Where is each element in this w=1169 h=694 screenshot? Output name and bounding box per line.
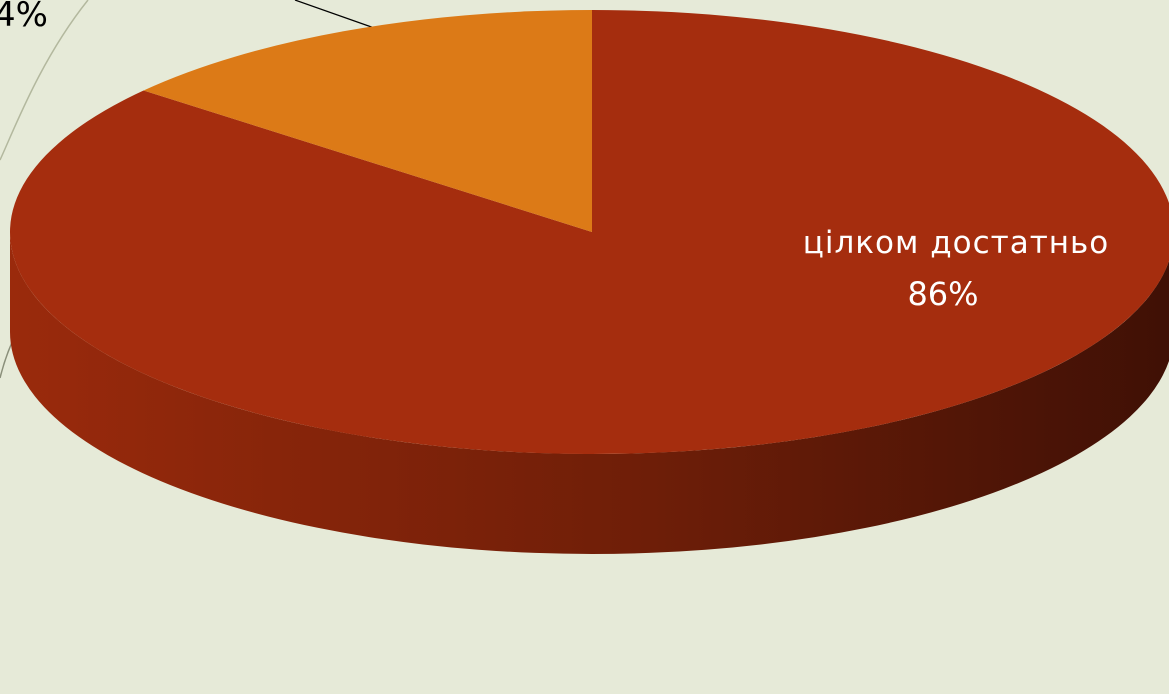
slice-label-value: 86% <box>907 275 978 313</box>
background-arc <box>0 0 89 161</box>
pie-slices <box>10 9 1169 454</box>
pie-slice-1 <box>143 9 593 232</box>
pie-side-wall <box>10 232 1169 554</box>
slice-label-name: цілком достатньо <box>803 225 1110 261</box>
leader-line <box>294 0 381 31</box>
pie-slice-0 <box>10 10 1169 454</box>
partial-data-label: 4% <box>0 0 48 35</box>
